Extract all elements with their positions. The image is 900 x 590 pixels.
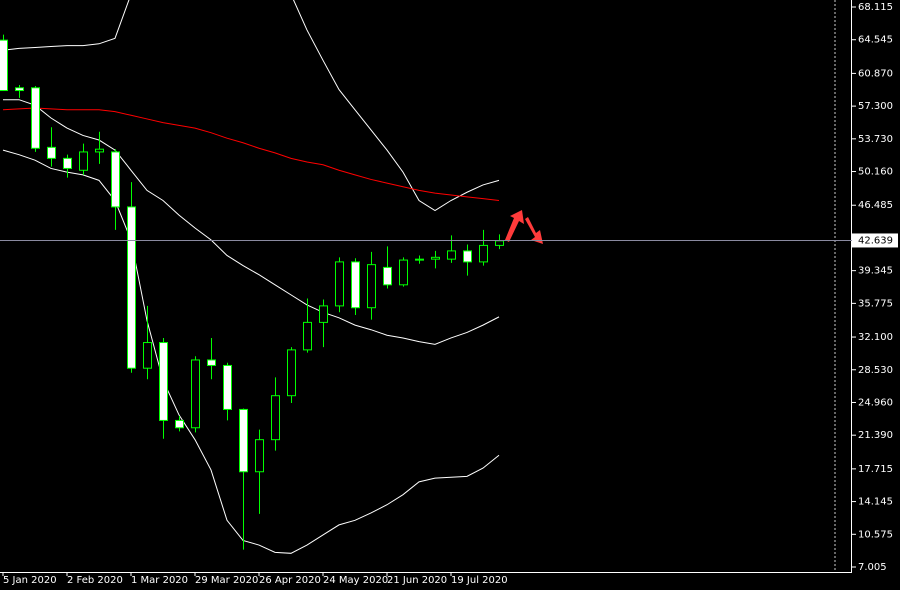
x-tick-label: 19 Jul 2020	[451, 575, 508, 586]
y-tick-label: 28.530	[858, 365, 893, 376]
candle-body	[47, 146, 56, 159]
y-tick-label: 35.775	[858, 298, 893, 309]
plot-area	[0, 0, 504, 554]
candle-body	[383, 266, 392, 286]
y-tick-label: 21.390	[858, 430, 893, 441]
candle-body	[335, 261, 344, 307]
x-tick-label: 5 Jan 2020	[3, 575, 57, 586]
overlay-line	[2, 0, 500, 212]
y-tick-label: 64.545	[858, 35, 893, 46]
y-tick-label: 24.960	[858, 397, 893, 408]
price-label-box	[852, 233, 898, 248]
candle-body	[31, 87, 40, 149]
arrow-up	[505, 210, 524, 242]
candle-body	[191, 359, 200, 429]
y-tick-label: 60.870	[858, 68, 893, 79]
candle-body	[415, 258, 424, 261]
candle-body	[239, 408, 248, 473]
candle-body	[447, 250, 456, 260]
y-tick-label: 10.575	[858, 529, 893, 540]
candle-body	[495, 240, 504, 246]
overlay-line	[3, 99, 500, 345]
candle-body	[255, 439, 264, 473]
candle-body	[223, 364, 232, 410]
y-tick-label: 53.730	[858, 134, 893, 145]
candle-body	[271, 395, 280, 441]
candle-body	[431, 256, 440, 260]
price-label: 42.639	[858, 235, 893, 246]
y-tick-label: 32.100	[858, 332, 893, 343]
y-tick-label: 7.005	[858, 562, 887, 573]
x-tick-label: 1 Mar 2020	[131, 575, 188, 586]
candle-body	[15, 87, 24, 92]
candle-body	[175, 419, 184, 429]
candle-body	[0, 39, 8, 92]
y-tick-label: 50.160	[858, 167, 893, 178]
candle-body	[63, 157, 72, 169]
candle-body	[287, 349, 296, 397]
candle-body	[143, 342, 152, 369]
candle-body	[111, 151, 120, 208]
x-tick-label: 2 Feb 2020	[67, 575, 123, 586]
overlay-line	[2, 149, 500, 554]
y-tick-label: 46.485	[858, 200, 893, 211]
candle-body	[399, 259, 408, 286]
x-tick-label: 26 Apr 2020	[259, 575, 321, 586]
x-tick-label: 29 Mar 2020	[195, 575, 258, 586]
y-tick-label: 39.345	[858, 266, 893, 277]
candle-body	[79, 151, 88, 171]
candle-body	[127, 206, 136, 369]
x-tick-label: 21 Jun 2020	[387, 575, 447, 586]
candle-body	[351, 261, 360, 309]
candle-body	[95, 148, 104, 153]
candle-body	[463, 250, 472, 263]
x-tick-label: 24 May 2020	[323, 575, 388, 586]
candle-body	[207, 359, 216, 366]
y-tick-label: 57.300	[858, 101, 893, 112]
candle-body	[159, 342, 168, 421]
y-tick-label: 14.145	[858, 497, 893, 508]
candle-body	[319, 305, 328, 323]
arrow-down	[525, 217, 543, 244]
candle-body	[479, 244, 488, 263]
y-tick-label: 68.115	[858, 2, 893, 13]
y-tick-label: 17.715	[858, 464, 893, 475]
overlay-line	[2, 107, 500, 201]
candle-body	[367, 264, 376, 309]
candle-body	[303, 321, 312, 351]
